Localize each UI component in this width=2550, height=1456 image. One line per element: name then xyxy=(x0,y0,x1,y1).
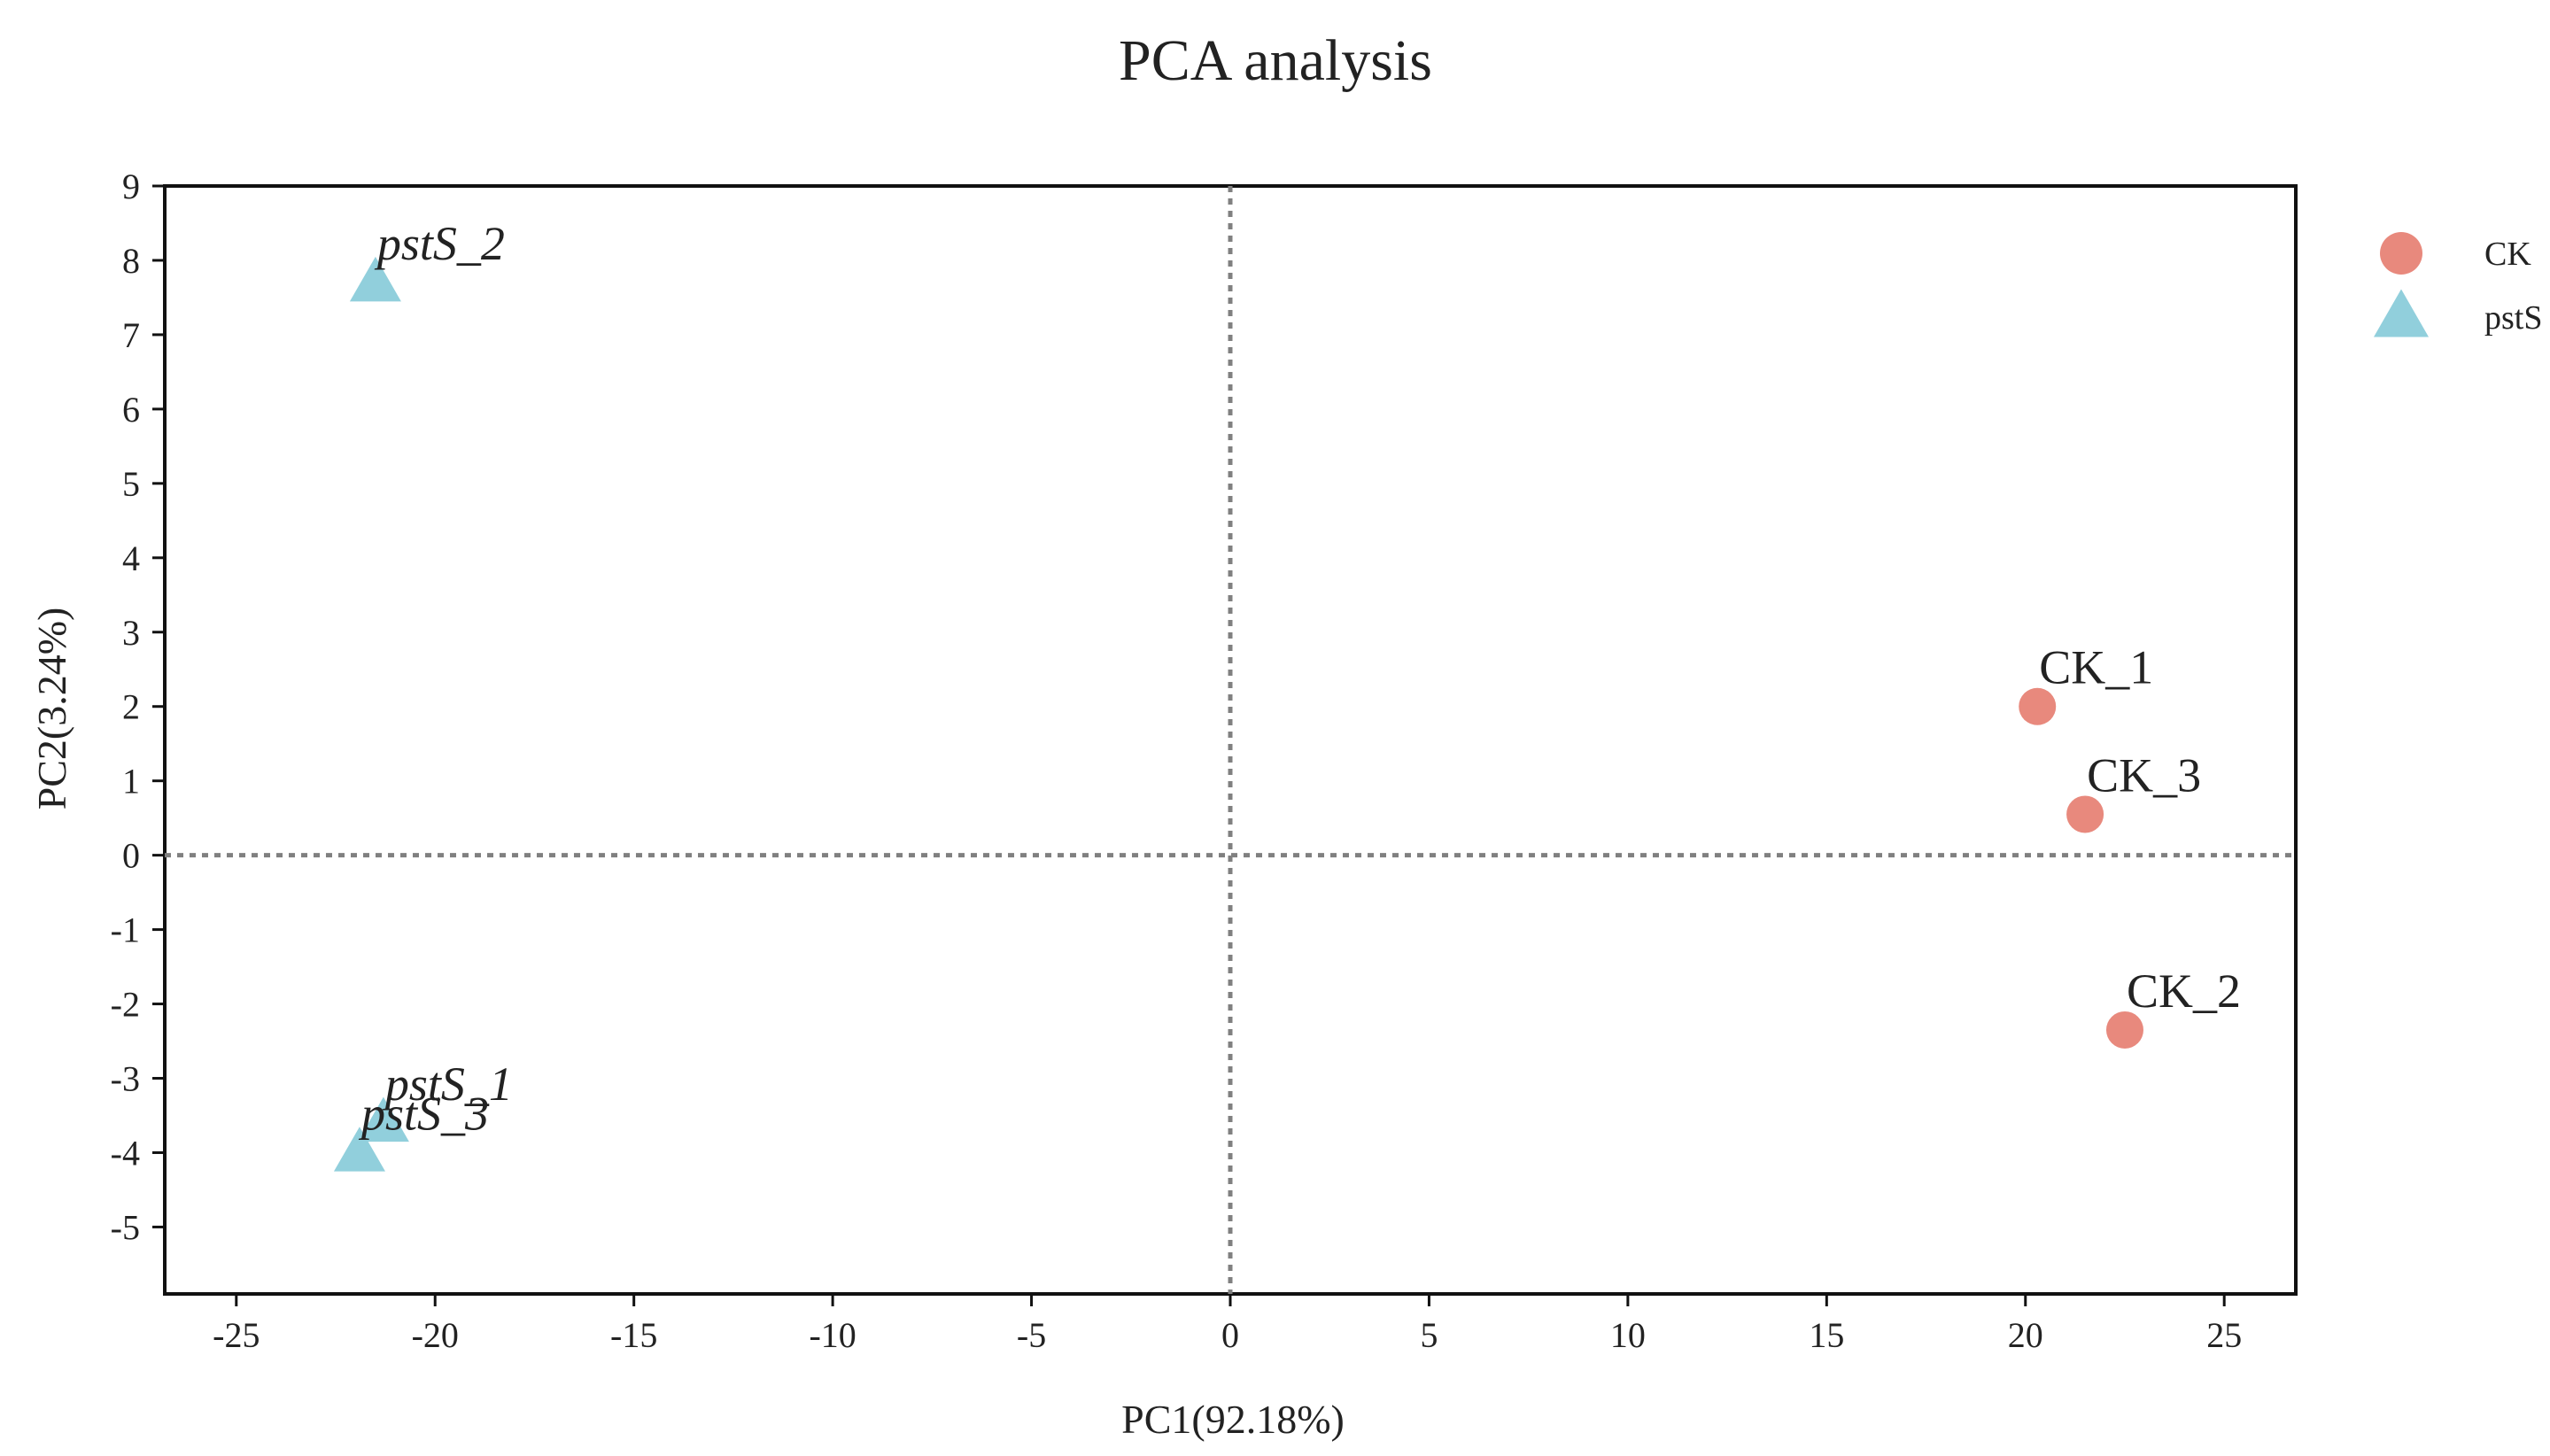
point-label: CK_1 xyxy=(2039,641,2153,694)
x-tick-label: -10 xyxy=(809,1315,856,1355)
x-tick-label: 20 xyxy=(2008,1315,2043,1355)
legend-marker xyxy=(2374,289,2429,337)
x-tick-label: 0 xyxy=(1221,1315,1239,1355)
point-label: CK_3 xyxy=(2087,748,2201,802)
y-tick-label: 7 xyxy=(122,315,140,355)
x-tick-label: 10 xyxy=(1610,1315,1646,1355)
y-tick-label: 0 xyxy=(122,836,140,876)
y-tick-label: -2 xyxy=(111,985,140,1025)
y-tick-label: -5 xyxy=(111,1207,140,1247)
data-point xyxy=(2019,687,2057,725)
x-tick-label: -20 xyxy=(412,1315,459,1355)
point-label: pstS_3 xyxy=(358,1087,489,1140)
y-axis-title: PC2(3.24%) xyxy=(29,608,74,810)
chart-title: PCA analysis xyxy=(1119,28,1432,93)
plot-area: -25 -20 -15 -10 -5 0 5 10 15 20 259876543210-1-2-3… xyxy=(111,167,2298,1355)
y-tick-label: 2 xyxy=(122,687,140,727)
x-tick-label: 15 xyxy=(1809,1315,1844,1355)
y-tick-label: 8 xyxy=(122,241,140,281)
x-tick-label: 5 xyxy=(1420,1315,1438,1355)
x-tick-label: -15 xyxy=(610,1315,657,1355)
y-tick-label: 4 xyxy=(122,538,140,578)
y-tick-label: 5 xyxy=(122,464,140,504)
legend-label: pstS xyxy=(2484,299,2542,337)
data-point xyxy=(2066,795,2104,833)
point-label: pstS_1 xyxy=(382,1057,513,1111)
data-point xyxy=(333,1127,385,1172)
point-label: CK_2 xyxy=(2127,964,2241,1018)
point-label: pstS_2 xyxy=(374,217,505,270)
y-tick-label: -4 xyxy=(111,1133,140,1173)
y-tick-label: 6 xyxy=(122,390,140,430)
y-tick-label: 3 xyxy=(122,613,140,653)
y-tick-label: -3 xyxy=(111,1059,140,1099)
x-tick-label: -25 xyxy=(213,1315,260,1355)
y-tick-label: -1 xyxy=(111,910,140,950)
legend: CK pstS xyxy=(2374,232,2542,337)
x-axis-title: PC1(92.18%) xyxy=(1121,1397,1345,1442)
data-point xyxy=(349,256,401,302)
legend-label: CK xyxy=(2484,236,2531,273)
data-point xyxy=(2105,1011,2143,1049)
x-tick-label: 25 xyxy=(2206,1315,2242,1355)
y-tick-label: 9 xyxy=(122,167,140,206)
legend-marker xyxy=(2380,232,2422,275)
y-tick-label: 1 xyxy=(122,762,140,802)
x-tick-label: -5 xyxy=(1017,1315,1046,1355)
data-point xyxy=(357,1096,409,1142)
